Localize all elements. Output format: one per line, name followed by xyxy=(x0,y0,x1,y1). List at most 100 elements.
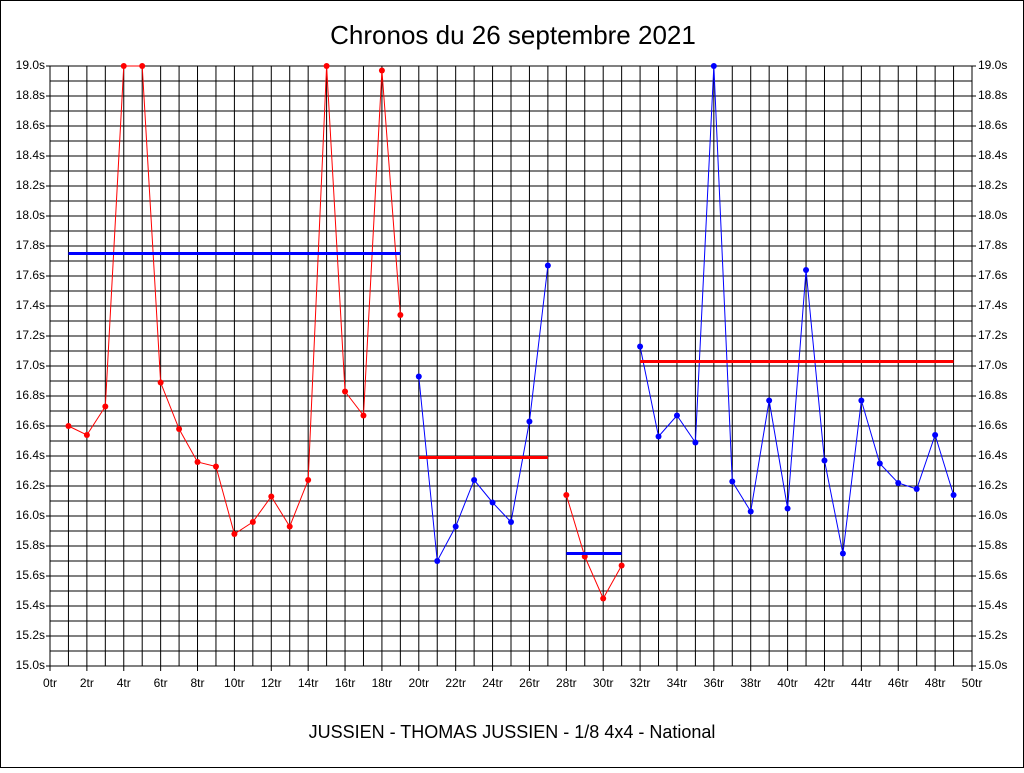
x-tick-label: 22tr xyxy=(445,676,466,690)
data-point xyxy=(508,519,514,525)
x-tick-label: 24tr xyxy=(482,676,503,690)
data-point xyxy=(139,63,146,69)
y-tick-label-right: 18.6s xyxy=(978,118,1007,132)
y-tick-label: 16.8s xyxy=(16,388,45,402)
data-point xyxy=(452,523,459,530)
x-tick-label: 14tr xyxy=(298,676,319,690)
y-tick-label-right: 15.6s xyxy=(978,568,1007,582)
x-tick-label: 30tr xyxy=(593,676,614,690)
data-point xyxy=(839,550,846,557)
data-point xyxy=(637,343,644,350)
x-tick-label: 6tr xyxy=(154,676,168,690)
data-point xyxy=(618,562,625,569)
data-point xyxy=(950,492,957,498)
y-tick-label-right: 18.4s xyxy=(978,148,1007,162)
y-tick-label-right: 17.4s xyxy=(978,298,1007,312)
y-tick-label: 16.0s xyxy=(16,508,45,522)
data-point xyxy=(913,486,920,492)
y-tick-label: 17.8s xyxy=(16,238,45,252)
y-tick-label-right: 18.8s xyxy=(978,88,1007,102)
data-point xyxy=(415,373,422,380)
y-tick-label-right: 17.0s xyxy=(978,358,1007,372)
x-tick-label: 38tr xyxy=(740,676,761,690)
y-tick-label-right: 16.0s xyxy=(978,508,1007,522)
y-tick-label: 18.0s xyxy=(16,208,45,222)
x-tick-label: 42tr xyxy=(814,676,835,690)
y-tick-label-right: 15.8s xyxy=(978,538,1007,552)
y-tick-label: 15.0s xyxy=(16,658,45,672)
data-point xyxy=(268,493,275,500)
x-tick-label: 32tr xyxy=(630,676,651,690)
data-point xyxy=(932,432,939,438)
y-tick-label: 16.4s xyxy=(16,448,45,462)
data-point xyxy=(489,499,496,506)
y-tick-label: 18.4s xyxy=(16,148,45,162)
data-point xyxy=(729,478,736,485)
x-tick-label: 40tr xyxy=(777,676,798,690)
data-point xyxy=(766,397,773,404)
y-tick-label: 18.6s xyxy=(16,118,45,132)
data-point xyxy=(471,477,478,483)
x-tick-label: 4tr xyxy=(117,676,131,690)
data-point xyxy=(249,519,256,525)
data-point xyxy=(526,418,533,425)
data-point xyxy=(323,63,330,69)
data-point xyxy=(673,412,680,419)
x-tick-label: 12tr xyxy=(261,676,282,690)
y-tick-label: 15.8s xyxy=(16,538,45,552)
y-tick-label: 18.8s xyxy=(16,88,45,102)
data-point xyxy=(876,460,883,467)
data-point xyxy=(397,312,404,318)
y-tick-label-right: 16.4s xyxy=(978,448,1007,462)
data-line xyxy=(639,65,955,554)
data-point xyxy=(305,477,312,483)
y-tick-label-right: 19.0s xyxy=(978,58,1007,72)
y-tick-label: 17.6s xyxy=(16,268,45,282)
data-point xyxy=(212,463,219,470)
data-point xyxy=(194,459,201,465)
x-tick-label: 44tr xyxy=(851,676,872,690)
y-tick-label-right: 15.0s xyxy=(978,658,1007,672)
y-tick-label-right: 16.6s xyxy=(978,418,1007,432)
data-point xyxy=(858,397,865,404)
x-tick-label: 2tr xyxy=(80,676,94,690)
x-tick-label: 36tr xyxy=(703,676,724,690)
data-point xyxy=(342,388,349,395)
x-tick-label: 20tr xyxy=(408,676,429,690)
data-point xyxy=(360,412,367,419)
x-tick-label: 8tr xyxy=(191,676,205,690)
data-point xyxy=(102,403,109,410)
y-tick-label: 17.0s xyxy=(16,358,45,372)
y-tick-label: 18.2s xyxy=(16,178,45,192)
x-tick-label: 16tr xyxy=(335,676,356,690)
x-tick-label: 18tr xyxy=(372,676,393,690)
y-tick-label: 17.4s xyxy=(16,298,45,312)
data-point xyxy=(544,262,551,269)
y-tick-label: 17.2s xyxy=(16,328,45,342)
data-point xyxy=(434,558,441,564)
chart-title: Chronos du 26 septembre 2021 xyxy=(330,20,696,50)
data-point xyxy=(157,379,164,386)
y-tick-label: 15.2s xyxy=(16,628,45,642)
y-tick-label-right: 18.0s xyxy=(978,208,1007,222)
y-tick-label-right: 16.8s xyxy=(978,388,1007,402)
x-tick-label: 50tr xyxy=(962,676,983,690)
x-tick-label: 28tr xyxy=(556,676,577,690)
y-tick-label: 15.6s xyxy=(16,568,45,582)
data-point xyxy=(710,63,717,69)
y-tick-label-right: 18.2s xyxy=(978,178,1007,192)
data-point xyxy=(803,267,810,273)
y-tick-label-right: 17.2s xyxy=(978,328,1007,342)
chart-subtitle: JUSSIEN - THOMAS JUSSIEN - 1/8 4x4 - Nat… xyxy=(309,722,716,742)
y-tick-label: 19.0s xyxy=(16,58,45,72)
data-point xyxy=(563,492,570,498)
x-tick-label: 10tr xyxy=(224,676,245,690)
data-point xyxy=(784,505,791,512)
data-point xyxy=(176,426,183,432)
plot-border xyxy=(49,65,973,667)
data-point xyxy=(600,595,607,602)
y-tick-label: 16.6s xyxy=(16,418,45,432)
data-point xyxy=(286,523,293,530)
x-tick-label: 46tr xyxy=(888,676,909,690)
